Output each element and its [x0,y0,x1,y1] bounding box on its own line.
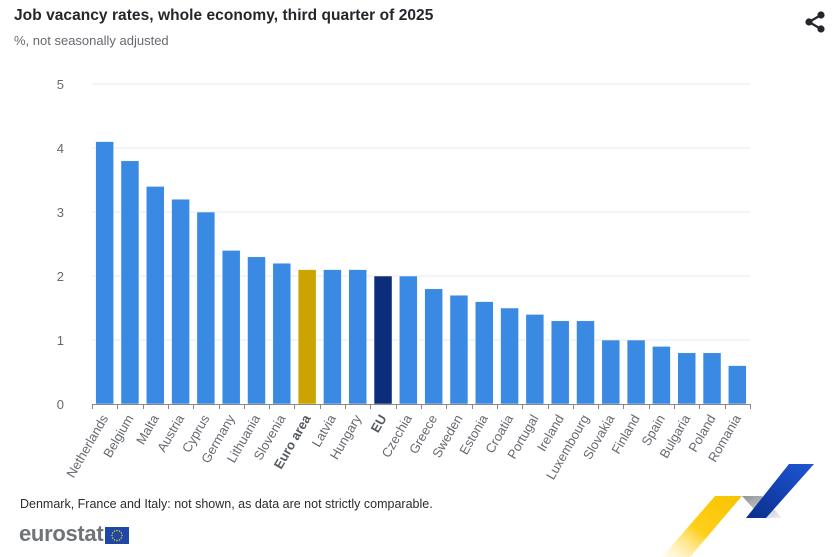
bar-hungary[interactable] [348,269,367,405]
eu-flag-icon [105,526,130,544]
share-icon [805,11,825,33]
y-tick-label: 3 [57,205,64,220]
bar-portugal[interactable] [525,314,545,405]
flag-star [112,531,114,534]
bar-poland[interactable] [702,352,722,405]
bar-lithuania[interactable] [247,256,266,405]
x-axis [92,404,751,409]
bar-austria[interactable] [171,198,190,405]
share-button[interactable] [802,9,828,35]
bar-chart: 0 1 2 3 4 5 NetherlandsBelgiumMaltaAustriaCyp… [57,77,751,482]
y-tick-label: 4 [57,141,64,156]
bar-malta[interactable] [146,186,165,405]
eurostat-logo: eurostat [19,521,130,546]
flag-star [120,536,123,539]
bar-latvia[interactable] [323,269,342,405]
bars [95,141,747,405]
y-tick-label: 1 [57,333,64,348]
chart-subtitle: %, not seasonally adjusted [14,33,169,48]
x-axis-tick-labels: NetherlandsBelgiumMaltaAustriaCyprusGerm… [63,411,744,482]
bar-eu[interactable] [373,275,393,405]
x-tick-label: EU [368,412,390,435]
bar-spain[interactable] [652,346,671,405]
bar-romania[interactable] [728,365,747,405]
flag-star [120,531,123,534]
bar-bulgaria[interactable] [677,352,696,405]
flag-star [114,529,116,532]
bar-finland[interactable] [626,339,646,405]
bar-germany[interactable] [221,250,241,405]
flag-star [114,538,116,541]
y-tick-label: 5 [57,77,64,92]
flag-star [119,538,121,541]
flag-star [116,539,119,541]
bar-slovakia[interactable] [601,339,621,405]
gridlines [92,83,750,341]
flag-star [111,534,114,536]
bar-croatia[interactable] [500,307,519,405]
bar-ireland[interactable] [550,320,570,405]
logo-text: eurostat [19,521,104,546]
bar-czechia[interactable] [399,275,418,405]
y-tick-label: 2 [57,269,64,284]
flag-star [121,534,124,536]
bar-euro-area[interactable] [297,269,317,405]
flag-star [116,529,119,531]
y-axis-tick-labels: 0 1 2 3 4 5 [57,77,64,412]
y-tick-label: 0 [57,397,64,412]
bar-luxembourg[interactable] [576,320,595,405]
flag-star [119,529,121,532]
bar-estonia[interactable] [475,301,494,405]
bar-sweden[interactable] [449,294,469,405]
bar-netherlands[interactable] [95,141,114,405]
eurostat-ribbon-decoration [662,464,814,557]
bar-cyprus[interactable] [196,211,216,405]
chart-title: Job vacancy rates, whole economy, third … [14,7,434,24]
bar-slovenia[interactable] [272,262,292,405]
footnote: Denmark, France and Italy: not shown, as… [20,497,433,511]
flag-star [112,536,114,539]
bar-greece[interactable] [424,288,443,405]
bar-belgium[interactable] [120,160,140,405]
